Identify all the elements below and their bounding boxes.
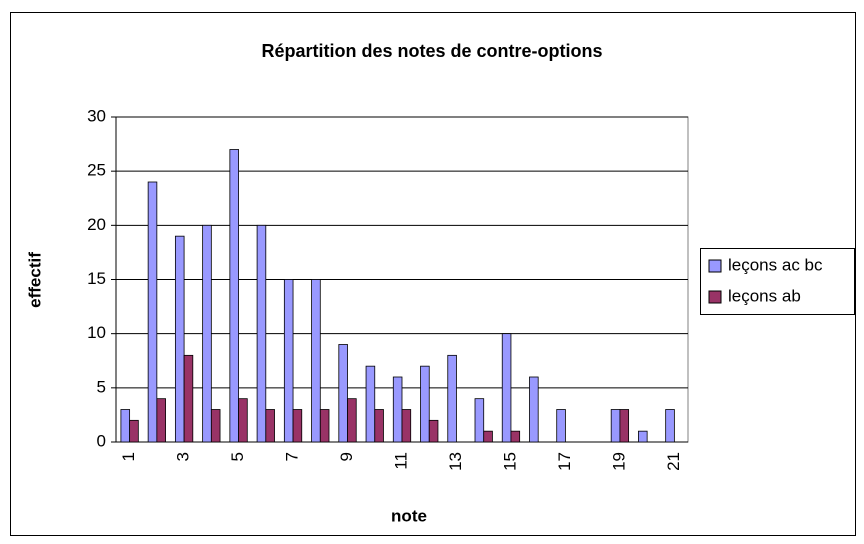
bar: [311, 279, 321, 443]
bar: [556, 409, 566, 443]
bar: [483, 430, 493, 443]
bar: [665, 409, 675, 443]
x-tick-label: 1: [119, 452, 138, 461]
y-tick-label: 20: [87, 215, 106, 234]
bar: [501, 333, 512, 443]
bar: [447, 354, 457, 443]
x-tick-label: 15: [500, 452, 519, 471]
x-tick-label: 13: [446, 452, 465, 471]
bar: [529, 376, 539, 443]
x-tick-label: 11: [391, 452, 410, 470]
bar: [474, 398, 485, 443]
bar: [428, 419, 439, 443]
bar: [319, 409, 330, 443]
bar: [510, 430, 521, 443]
bar: [210, 409, 221, 443]
bar: [610, 409, 621, 443]
x-tick-label: 9: [337, 452, 356, 461]
y-tick-label: 0: [97, 431, 106, 450]
x-tick-label: 3: [174, 452, 193, 461]
y-tick-label: 25: [87, 161, 106, 180]
legend-label: leçons ab: [728, 286, 801, 305]
bar: [183, 354, 194, 443]
bar: [420, 365, 430, 443]
bar: [365, 365, 376, 443]
x-tick-label: 7: [283, 452, 302, 461]
y-tick-label: 10: [87, 323, 106, 342]
legend-box: [700, 248, 855, 315]
bar: [619, 409, 630, 443]
bar: [147, 181, 158, 443]
x-tick-label: 21: [664, 452, 683, 471]
bar: [347, 398, 357, 443]
bar: [202, 224, 212, 443]
y-tick-label: 15: [87, 269, 106, 288]
legend-swatch: [708, 259, 722, 273]
x-tick-label: 17: [555, 452, 574, 471]
legend-swatch: [708, 290, 722, 304]
chart-title: Répartition des notes de contre-options: [261, 41, 602, 61]
bar: [174, 235, 185, 443]
bar: [265, 409, 275, 443]
x-tick-label: 19: [609, 452, 628, 471]
bar: [129, 419, 139, 443]
bar: [292, 409, 303, 443]
bar: [229, 149, 239, 443]
y-axis-label: effectif: [25, 252, 44, 308]
y-tick-label: 30: [87, 106, 106, 125]
bar: [392, 376, 403, 443]
legend-label: leçons ac bc: [728, 255, 823, 274]
bar: [401, 409, 412, 443]
bar: [283, 279, 294, 443]
bar: [156, 398, 166, 443]
bar: [338, 344, 348, 443]
bar: [256, 224, 267, 443]
x-axis-label: note: [391, 506, 427, 525]
bar: [638, 430, 648, 443]
bar: [238, 398, 248, 443]
bar: [120, 409, 131, 443]
y-tick-label: 5: [97, 377, 106, 396]
x-tick-label: 5: [228, 452, 247, 461]
bar: [374, 409, 384, 443]
